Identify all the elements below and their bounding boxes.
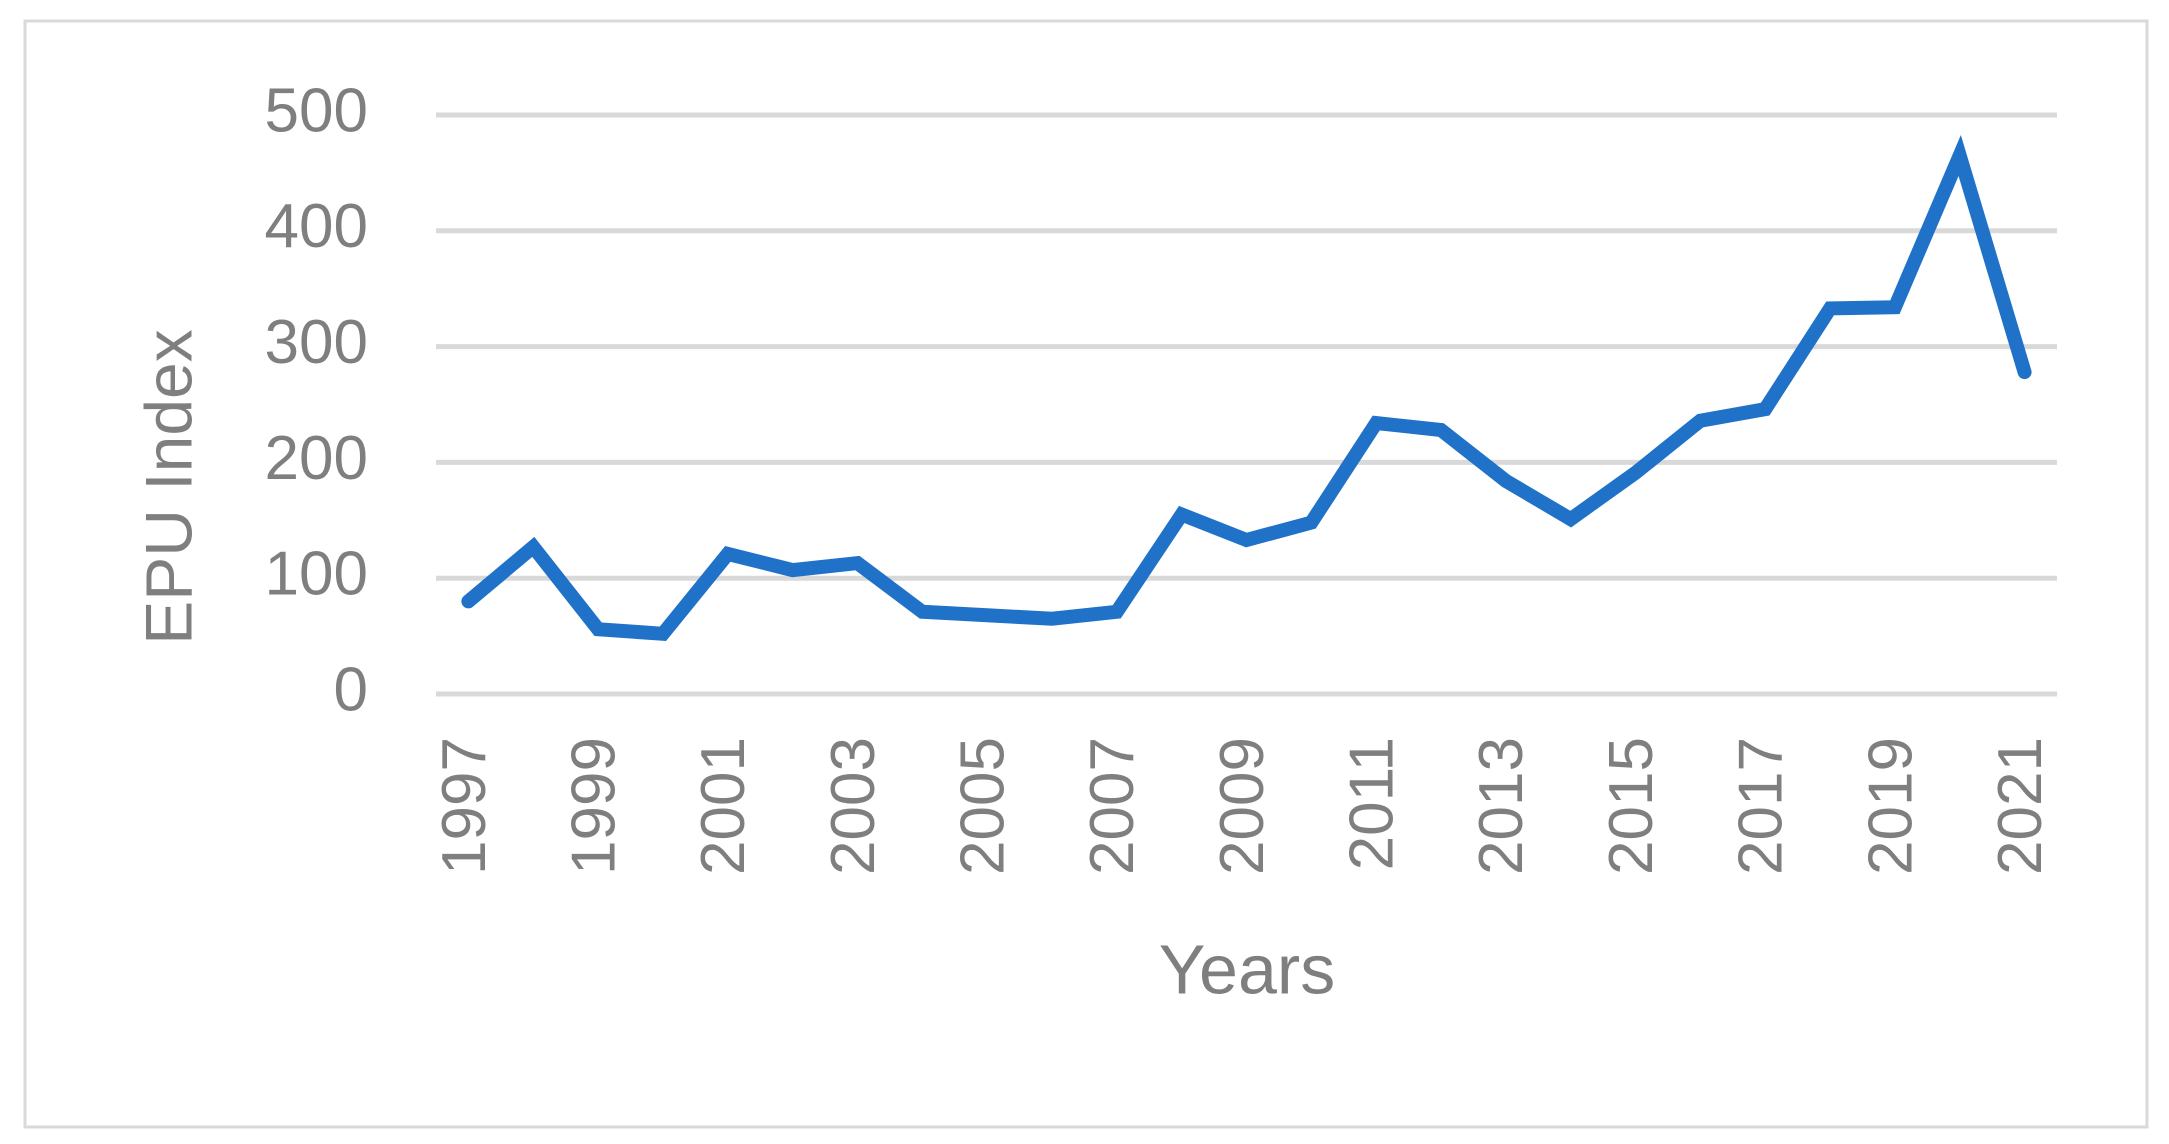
y-tick-label: 100 xyxy=(265,540,368,609)
data-line xyxy=(461,134,2032,642)
y-tick-label: 400 xyxy=(265,192,368,261)
x-tick-label: 2015 xyxy=(1597,737,1666,875)
y-tick-label: 500 xyxy=(265,76,368,145)
y-tick-label: 300 xyxy=(265,308,368,377)
x-tick-label: 2001 xyxy=(689,737,758,875)
x-tick-label: 2021 xyxy=(1986,737,2055,875)
x-tick-label: 2009 xyxy=(1208,737,1277,875)
y-tick-label: 200 xyxy=(265,424,368,493)
x-tick-label: 2011 xyxy=(1338,737,1407,870)
x-axis-title: Years xyxy=(1159,930,1335,1008)
y-axis-title: EPU Index xyxy=(131,329,205,645)
x-tick-label: 2013 xyxy=(1467,737,1536,875)
chart-border xyxy=(23,19,2149,1129)
x-tick-label: 2007 xyxy=(1078,737,1147,875)
y-tick-label: 0 xyxy=(334,655,368,724)
x-tick-label: 2019 xyxy=(1856,737,1925,875)
x-tick-label: 1997 xyxy=(430,737,499,875)
x-tick-label: 1999 xyxy=(559,737,628,875)
x-tick-label: 2003 xyxy=(819,737,888,875)
x-tick-label: 2005 xyxy=(949,737,1018,875)
x-tick-label: 2017 xyxy=(1727,737,1796,875)
